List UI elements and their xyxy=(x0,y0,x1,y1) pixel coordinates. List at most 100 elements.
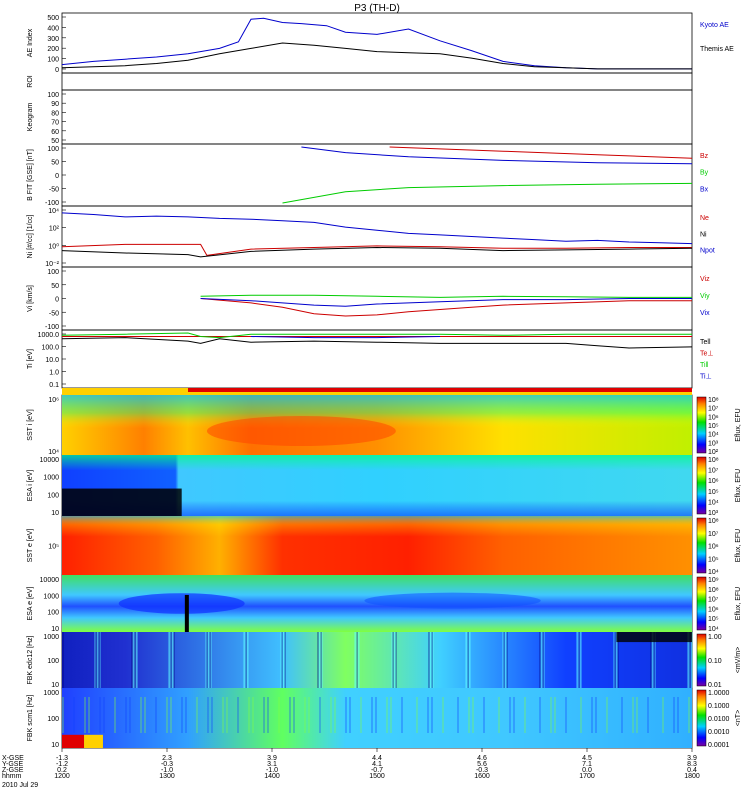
series-line-Viy xyxy=(200,294,692,298)
heatmap-stripe xyxy=(196,697,198,733)
series-line-Vix xyxy=(200,298,692,307)
time-axis-row-label: Z-GSE xyxy=(2,767,24,774)
y-tick-label: 50 xyxy=(51,138,59,145)
heatmap-stripe xyxy=(304,697,306,733)
y-tick-label: 0 xyxy=(55,297,59,304)
heatmap-stripe xyxy=(504,632,506,688)
heatmap-stripe xyxy=(579,632,581,688)
heatmap-stripe xyxy=(650,632,652,688)
heatmap-stripe xyxy=(465,632,467,688)
y-tick-label: 10000 xyxy=(40,577,60,584)
colorbar xyxy=(696,456,707,515)
heatmap-stripe xyxy=(468,632,470,688)
y-tick-label: 0 xyxy=(55,173,59,180)
heatmap-stripe xyxy=(278,697,280,733)
heatmap-stripe xyxy=(483,697,485,733)
legend-Viy: Viy xyxy=(700,293,710,300)
heatmap-stripe xyxy=(281,632,283,688)
heatmap-stripe xyxy=(308,697,310,733)
time-axis-row-label: Y-GSE xyxy=(2,761,23,768)
heatmap-stripe xyxy=(606,697,608,733)
heatmap-stripe xyxy=(691,632,693,688)
heatmap-stripe xyxy=(513,697,515,733)
heatmap-stripe xyxy=(245,632,247,688)
heatmap-stripe xyxy=(173,632,175,688)
heatmap-stripe xyxy=(170,697,172,733)
x-gse-label: 3.9 xyxy=(267,755,277,762)
colorbar-tick-label: 10⁷ xyxy=(708,468,719,475)
colorbar-tick-label: 10² xyxy=(708,449,719,456)
z-gse-label: -0.3 xyxy=(476,767,488,774)
colorbar xyxy=(696,576,707,631)
colorbar-tick-label: 10⁹ xyxy=(708,577,719,584)
legend-Npot: Npot xyxy=(700,248,715,255)
heatmap-stripe xyxy=(208,632,210,688)
colorbar-tick-label: 1.0000 xyxy=(708,690,730,697)
heatmap-stripe xyxy=(330,697,332,733)
series-line-Bz xyxy=(389,146,693,159)
y-tick-label: 100.0 xyxy=(41,345,59,352)
heatmap-stripe xyxy=(135,632,137,688)
colorbar-tick-label: 10⁸ xyxy=(708,587,719,594)
heatmap-stripe xyxy=(171,632,173,688)
y-tick-label: 200 xyxy=(47,46,59,53)
heatmap-stripe xyxy=(615,632,617,688)
heatmap-stripe xyxy=(357,632,359,688)
heatmap-stripe xyxy=(144,697,146,733)
quality-bar-flag xyxy=(188,388,692,392)
y-axis-label: Ti [eV] xyxy=(27,349,34,369)
y-axis-label: ESA i [eV] xyxy=(27,470,34,502)
series-line-Themis AE xyxy=(61,42,692,70)
heatmap-stripe xyxy=(632,697,634,733)
colorbar-label: Eflux, EFU xyxy=(735,529,742,562)
y-axis-label: FBK scm1 [Hz] xyxy=(27,695,34,742)
z-gse-label: 0.0 xyxy=(582,767,592,774)
heatmap-stripe xyxy=(395,632,397,688)
y-tick-label: 10² xyxy=(49,226,60,233)
colorbar-tick-label: 10⁴ xyxy=(708,432,719,439)
heatmap-stripe xyxy=(319,697,321,733)
time-tick-label: 1400 xyxy=(264,773,280,780)
y-tick-label: 100 xyxy=(47,269,59,276)
heatmap-stripe xyxy=(73,697,75,733)
time-tick-label: 1800 xyxy=(684,773,700,780)
heatmap-stripe xyxy=(140,697,142,733)
heatmap-stripe xyxy=(125,697,127,733)
y-tick-label: 300 xyxy=(47,36,59,43)
heatmap-stripe xyxy=(392,632,394,688)
legend-Ni: Ni xyxy=(700,231,707,238)
legend-Ti‖: Ti‖ xyxy=(700,362,709,369)
date-label: 2010 Jul 29 xyxy=(2,782,38,789)
heatmap-stripe xyxy=(356,632,358,688)
heatmap-stripe xyxy=(284,632,286,688)
heatmap-stripe xyxy=(172,632,174,688)
heatmap-stripe xyxy=(98,632,100,688)
heatmap-stripe xyxy=(469,632,471,688)
time-tick-label: 1300 xyxy=(159,773,175,780)
heatmap-stripe xyxy=(206,632,208,688)
heatmap-sst_i xyxy=(62,395,692,455)
colorbar-tick-label: 0.0001 xyxy=(708,742,730,749)
heatmap-stripe xyxy=(595,697,597,733)
heatmap-stripe xyxy=(166,697,168,733)
heatmap-base xyxy=(62,632,692,688)
x-gse-label: -1.3 xyxy=(56,755,68,762)
heatmap-stripe xyxy=(210,632,212,688)
colorbar-label: Eflux, EFU xyxy=(735,587,742,620)
heatmap-stripe xyxy=(62,632,64,688)
heatmap-stripe xyxy=(247,632,249,688)
heatmap-esa_i xyxy=(62,455,692,516)
heatmap-stripe xyxy=(248,697,250,733)
colorbar-label: Eflux, EFU xyxy=(735,408,742,441)
heatmap-stripe xyxy=(349,697,351,733)
heatmap-stripe xyxy=(205,632,207,688)
legend-Ti⊥: Ti⊥ xyxy=(700,374,712,381)
heatmap-stripe xyxy=(97,632,99,688)
colorbar-tick-label: 10⁵ xyxy=(708,423,719,430)
heatmap-stripe xyxy=(616,632,618,688)
legend-Kyoto AE: Kyoto AE xyxy=(700,22,729,29)
heatmap-stripe xyxy=(617,632,619,688)
panel-bfit: B FIT [GSE] [nT] 100 50 0 -50 -100 Bz By Bx xyxy=(27,143,709,207)
heatmap-stripe xyxy=(506,632,508,688)
x-gse-label: 4.4 xyxy=(372,755,382,762)
